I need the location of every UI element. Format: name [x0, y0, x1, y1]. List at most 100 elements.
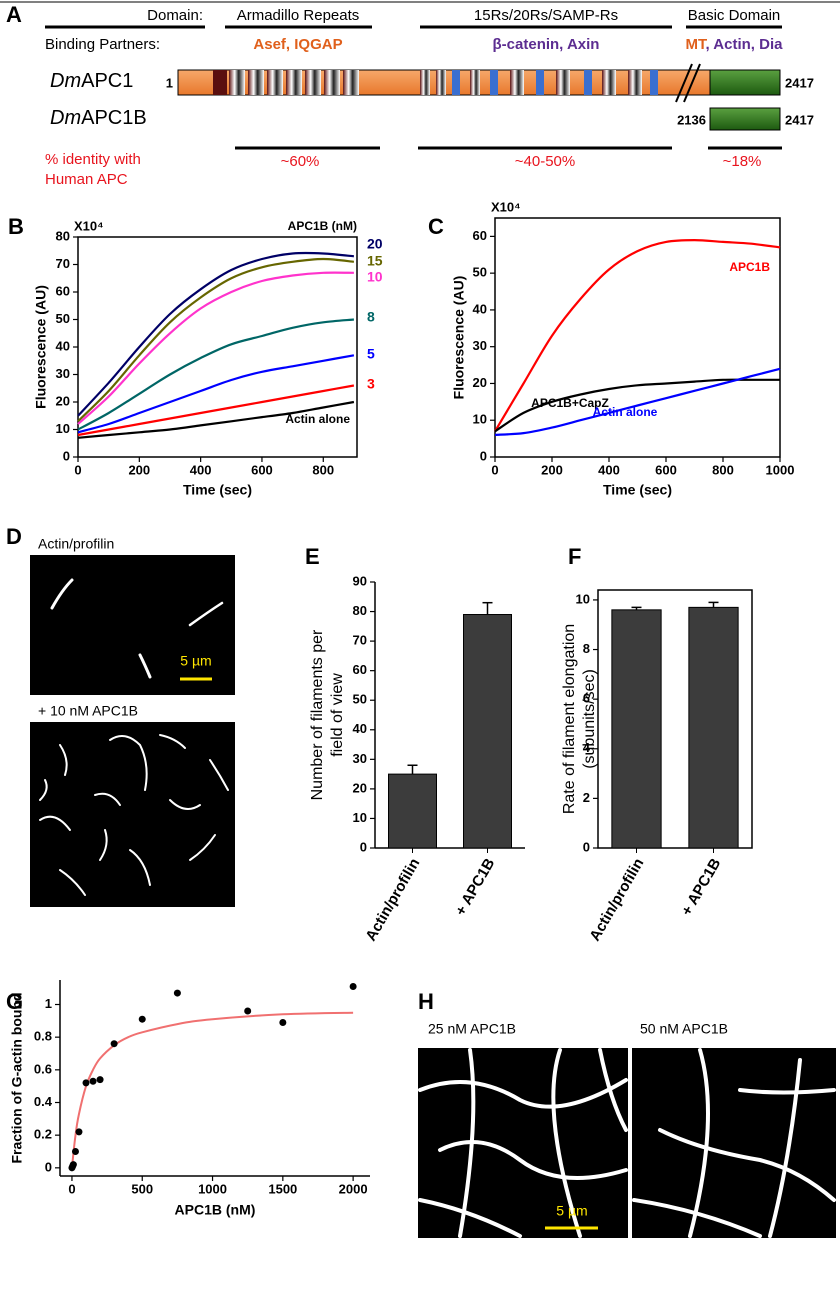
image-label: Actin/profilin: [38, 536, 114, 552]
x-tick-label: Actin/profilin: [586, 855, 647, 944]
series-label: Actin alone: [593, 405, 658, 419]
y-tick-label: 20: [56, 393, 70, 408]
filament: [50, 578, 74, 610]
panel-letter: A: [6, 2, 22, 27]
filament: [438, 1140, 628, 1180]
partners-header: Binding Partners:: [45, 36, 160, 53]
y-axis-label: (subunits/sec): [581, 669, 598, 769]
curve: [77, 384, 355, 437]
samp-box: [584, 70, 592, 95]
data-point: [138, 1015, 146, 1023]
y-axis-label: Rate of filament elongation: [561, 624, 578, 814]
repeat-box: [305, 70, 321, 95]
binding-partners: β-catenin, Axin: [493, 36, 600, 53]
break-mark: [675, 63, 693, 103]
filament: [209, 759, 229, 791]
bar: [463, 614, 512, 849]
filament: [109, 735, 148, 791]
x-tick-label: Actin/profilin: [362, 855, 423, 944]
y-axis-label: Fraction of G-actin bound: [9, 992, 25, 1163]
x-tick-label: 200: [128, 462, 150, 477]
series-label: 8: [367, 309, 375, 325]
filaments: [418, 1048, 836, 1238]
plot-frame: [494, 217, 781, 458]
filament: [768, 1058, 802, 1238]
x-tick-label: 1000: [766, 462, 795, 477]
y-tick-label: 30: [56, 366, 70, 381]
plot-frame: [597, 589, 753, 849]
x-axis-label: APC1B (nM): [175, 1202, 256, 1218]
filament: [598, 1048, 628, 1132]
data-point: [89, 1077, 97, 1085]
y-tick-label: 30: [353, 751, 367, 766]
basic-domain: [709, 69, 781, 96]
panel-letter: B: [8, 214, 24, 239]
x-tick-label: 1000: [198, 1181, 227, 1196]
series-label: APC1B: [729, 260, 770, 274]
binding-partners: Asef, IQGAP: [253, 36, 342, 53]
axis-multiplier: X10⁴: [74, 218, 104, 233]
residue-start: 2136: [677, 112, 706, 127]
repeat-box: [628, 70, 642, 95]
y-tick-label: 10: [353, 810, 367, 825]
panel-letter: C: [428, 214, 444, 239]
break-mark: [683, 63, 701, 103]
data-point: [244, 1007, 252, 1015]
image-label: 25 nM APC1B: [428, 1021, 516, 1037]
scale-label: 5 µm: [180, 653, 211, 669]
y-tick-label: 0: [583, 839, 590, 854]
y-tick-label: 80: [56, 228, 70, 243]
repeat-box: [324, 70, 340, 95]
filament: [99, 829, 108, 861]
curve: [77, 400, 355, 439]
samp-box: [452, 70, 460, 95]
data-point: [71, 1148, 79, 1155]
filament: [418, 1078, 628, 1109]
repeat-box: [602, 70, 616, 95]
image-label: 50 nM APC1B: [640, 1021, 728, 1037]
panel-letter: H: [418, 989, 434, 1014]
y-tick-label: 0.2: [34, 1127, 52, 1142]
protein-name: DmAPC1B: [50, 107, 147, 129]
identity-label: Human APC: [45, 171, 128, 188]
domain-header: Domain:: [147, 7, 203, 24]
residue-end: 2417: [785, 112, 814, 127]
x-tick-label: 1500: [268, 1181, 297, 1196]
filament: [159, 734, 186, 749]
domain-box: [213, 70, 227, 95]
x-tick-label: + APC1B: [678, 855, 724, 918]
x-axis-label: Time (sec): [183, 482, 252, 498]
bar: [611, 609, 662, 849]
filaments: [39, 734, 229, 896]
filament: [188, 601, 224, 627]
y-tick-label: 1: [45, 996, 52, 1011]
y-axis-label: Fluorescence (AU): [451, 276, 467, 400]
identity-value: ~18%: [723, 153, 762, 170]
repeat-box: [267, 70, 283, 95]
repeat-box: [229, 70, 245, 95]
y-tick-label: 50: [473, 265, 487, 280]
y-tick-label: 0.6: [34, 1061, 52, 1076]
y-tick-label: 8: [583, 641, 590, 656]
y-tick-label: 90: [353, 573, 367, 588]
filament: [632, 1198, 762, 1238]
apc1-bar: [177, 63, 781, 103]
domain-name: Armadillo Repeats: [237, 7, 360, 24]
y-axis-label: field of view: [329, 673, 346, 757]
series-label: APC1B+CapZ: [531, 396, 609, 410]
x-tick-label: 600: [655, 462, 677, 477]
series-label: 10: [367, 269, 383, 285]
y-tick-label: 80: [353, 603, 367, 618]
filament: [39, 779, 48, 801]
data-point: [349, 983, 357, 991]
y-tick-label: 50: [353, 692, 367, 707]
y-tick-label: 60: [353, 662, 367, 677]
y-tick-label: 0.8: [34, 1029, 52, 1044]
y-tick-label: 60: [56, 283, 70, 298]
series-label: 3: [367, 376, 375, 392]
y-tick-label: 0.4: [34, 1094, 53, 1109]
repeat-box: [420, 70, 430, 95]
protein-suffix: APC1B: [81, 107, 147, 129]
identity-label: % identity with: [45, 151, 141, 168]
x-tick-label: 800: [312, 462, 334, 477]
